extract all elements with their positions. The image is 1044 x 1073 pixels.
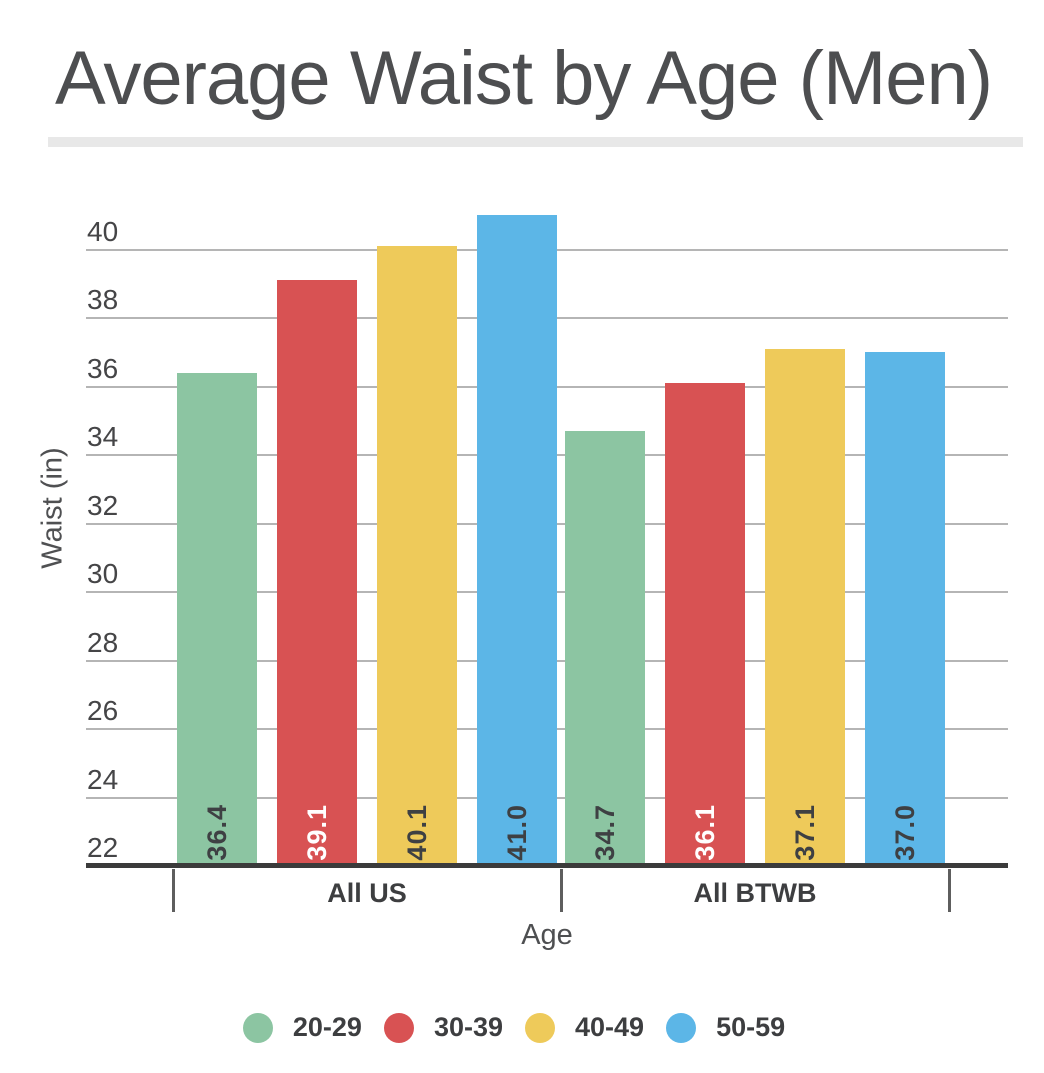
x-axis-baseline — [86, 863, 1008, 868]
y-tick-label: 30 — [87, 558, 119, 589]
category-label: All BTWB — [693, 878, 817, 908]
title-divider — [48, 137, 1023, 147]
legend-label: 30-39 — [433, 1012, 503, 1042]
bar: 37.1 — [765, 348, 845, 866]
legend-swatch-icon — [525, 1012, 555, 1043]
bar-value-text: 37.0 — [889, 804, 920, 861]
bar-value-text: 34.7 — [589, 804, 620, 861]
y-tick-label: 26 — [87, 695, 119, 726]
legend-item: 50-59 — [666, 1012, 785, 1043]
legend-swatch-icon — [666, 1012, 697, 1043]
bar-value-text: 36.1 — [689, 804, 720, 861]
bar: 37.0 — [865, 352, 945, 866]
legend-item: 40-49 — [525, 1012, 644, 1043]
bar-value-label: 37.0 — [865, 804, 945, 861]
bar-value-label: 41.0 — [477, 804, 557, 861]
legend-item: 20-29 — [242, 1012, 362, 1043]
legend-label: 20-29 — [292, 1012, 362, 1042]
bar: 34.7 — [565, 431, 645, 866]
bar-value-label: 40.1 — [377, 804, 457, 861]
bar: 41.0 — [477, 215, 557, 866]
y-tick-label: 24 — [87, 763, 119, 795]
bar-value-label: 39.1 — [277, 804, 357, 861]
bar-value-text: 37.1 — [789, 804, 820, 861]
category-label: All US — [327, 878, 407, 908]
bar-value-text: 40.1 — [401, 804, 432, 861]
y-tick-label: 36 — [87, 352, 119, 384]
legend: 20-29 30-39 40-49 50-59 — [0, 1012, 1028, 1043]
bar-value-text: 41.0 — [501, 804, 532, 861]
category-divider — [560, 869, 563, 912]
bar: 36.4 — [177, 372, 257, 866]
legend-item: 30-39 — [383, 1012, 503, 1043]
legend-label: 50-59 — [716, 1012, 786, 1042]
chart-title: Average Waist by Age (Men) — [55, 36, 993, 121]
y-axis-title: Waist (in) — [36, 447, 69, 569]
y-tick-label: 38 — [87, 284, 119, 315]
category-divider — [948, 869, 951, 912]
category-divider — [172, 869, 175, 912]
bar-value-label: 36.1 — [665, 804, 745, 861]
legend-swatch-icon — [383, 1012, 414, 1043]
bar: 36.1 — [665, 383, 745, 866]
y-tick-label: 34 — [87, 421, 119, 452]
y-tick-label: 40 — [87, 215, 119, 247]
y-tick-label: 28 — [87, 626, 119, 658]
bar-value-label: 37.1 — [765, 804, 845, 861]
bar: 39.1 — [277, 280, 357, 866]
x-axis-title: Age — [521, 919, 573, 951]
bar-value-label: 36.4 — [177, 804, 257, 861]
y-tick-label: 22 — [87, 832, 119, 863]
bar-value-label: 34.7 — [565, 804, 645, 861]
legend-swatch-icon — [242, 1012, 273, 1043]
bar: 40.1 — [377, 246, 457, 866]
bar-value-text: 39.1 — [301, 804, 332, 861]
legend-label: 40-49 — [575, 1012, 645, 1042]
y-tick-label: 32 — [87, 489, 119, 521]
bar-value-text: 36.4 — [201, 804, 232, 861]
